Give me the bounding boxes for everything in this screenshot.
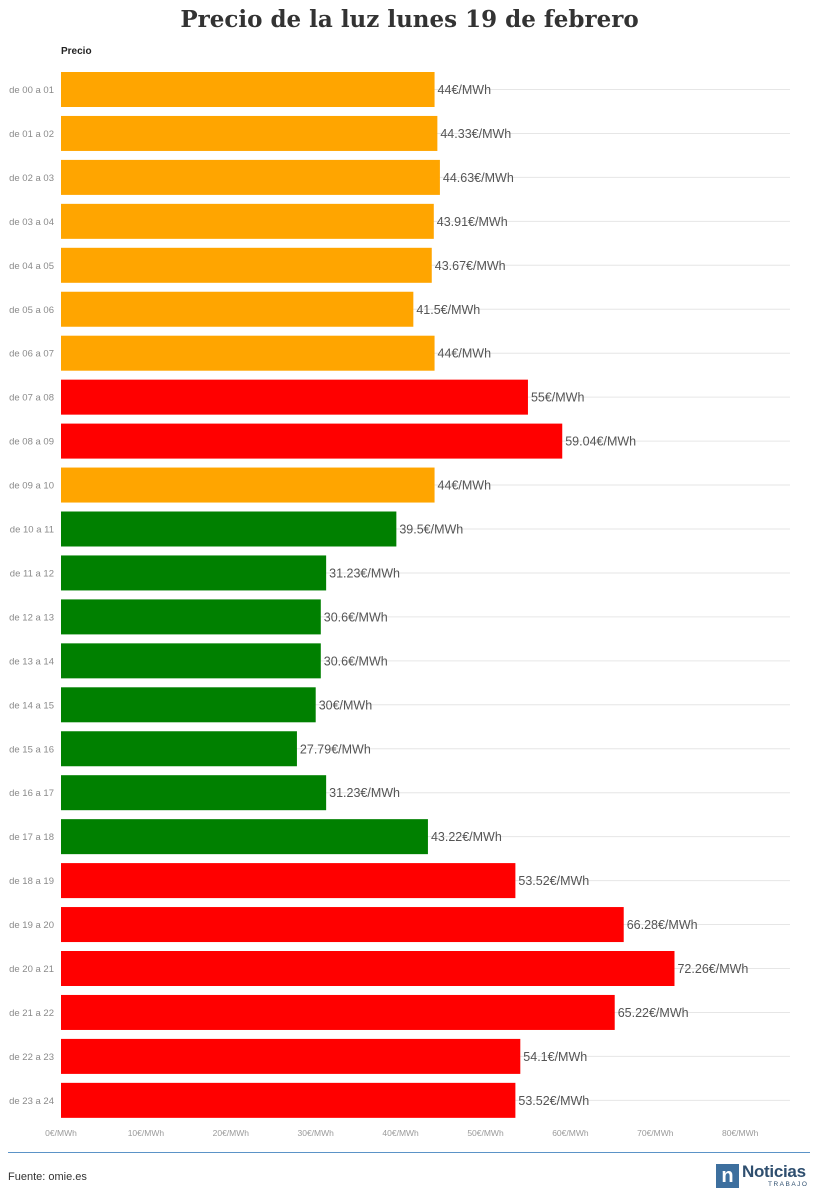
value-label: 44€/MWh [438, 479, 492, 493]
bar [61, 907, 624, 943]
value-label: 30.6€/MWh [324, 654, 388, 668]
value-label: 44€/MWh [438, 83, 492, 97]
bar [61, 159, 440, 195]
value-label: 53.52€/MWh [518, 1094, 589, 1108]
category-label: de 15 a 16 [9, 744, 54, 755]
bar [61, 951, 675, 986]
category-label: de 06 a 07 [9, 349, 54, 360]
logo-mark: n [721, 1165, 734, 1187]
category-label: de 16 a 17 [9, 788, 54, 799]
category-label: de 19 a 20 [9, 920, 54, 931]
value-label: 43.22€/MWh [431, 830, 502, 844]
value-label: 53.52€/MWh [518, 874, 589, 888]
value-label: 44.63€/MWh [443, 171, 514, 185]
value-label: 43.67€/MWh [435, 259, 506, 273]
value-label: 44.33€/MWh [440, 127, 511, 141]
value-label: 54.1€/MWh [523, 1050, 587, 1064]
category-label: de 21 a 22 [9, 1008, 54, 1019]
value-label: 59.04€/MWh [565, 435, 636, 449]
logo-name: Noticias [742, 1162, 806, 1181]
category-label: de 03 a 04 [9, 217, 54, 228]
chart-title: Precio de la luz lunes 19 de febrero [180, 6, 639, 33]
x-tick-label: 40€/MWh [382, 1128, 419, 1138]
bar [61, 863, 516, 899]
value-label: 30€/MWh [319, 698, 373, 712]
bar [61, 247, 432, 283]
bar [61, 379, 528, 415]
value-label: 27.79€/MWh [300, 742, 371, 756]
bar [61, 423, 563, 459]
category-label: de 22 a 23 [9, 1052, 54, 1063]
x-tick-label: 30€/MWh [298, 1128, 335, 1138]
logo-subtitle: TRABAJO [768, 1181, 809, 1188]
value-label: 41.5€/MWh [416, 303, 480, 317]
bar-chart: de 00 a 01 44€/MWh de 01 a 02 44.33€/MWh de … [9, 72, 790, 1138]
category-label: de 08 a 09 [9, 437, 54, 448]
x-tick-label: 50€/MWh [467, 1128, 504, 1138]
category-label: de 10 a 11 [10, 525, 54, 536]
value-label: 66.28€/MWh [627, 918, 698, 932]
category-label: de 00 a 01 [9, 85, 54, 96]
bar [61, 1082, 516, 1118]
value-label: 72.26€/MWh [677, 962, 748, 976]
source-note: Fuente: omie.es [8, 1171, 87, 1183]
logo-mark-box [716, 1164, 739, 1188]
category-label: de 12 a 13 [9, 612, 54, 623]
x-tick-label: 60€/MWh [552, 1128, 589, 1138]
value-label: 31.23€/MWh [329, 786, 400, 800]
category-label: de 04 a 05 [9, 261, 54, 272]
bar [61, 115, 438, 151]
category-label: de 23 a 24 [9, 1096, 54, 1107]
bar [61, 555, 327, 591]
noticias-trabajo-logo: n Noticias TRABAJO [716, 1162, 812, 1190]
category-label: de 17 a 18 [9, 832, 54, 843]
value-label: 44€/MWh [438, 347, 492, 361]
bar [61, 291, 414, 327]
value-label: 31.23€/MWh [329, 566, 400, 580]
category-label: de 13 a 14 [9, 656, 54, 667]
series-label: Precio [61, 46, 92, 57]
footer-divider [8, 1152, 810, 1153]
category-label: de 18 a 19 [9, 876, 54, 887]
bar [61, 72, 435, 107]
category-label: de 09 a 10 [9, 481, 54, 492]
bar [61, 643, 321, 679]
category-label: de 11 a 12 [10, 568, 54, 579]
x-tick-label: 70€/MWh [637, 1128, 674, 1138]
bar [61, 467, 435, 503]
x-tick-label: 10€/MWh [128, 1128, 165, 1138]
category-label: de 05 a 06 [9, 305, 54, 316]
value-label: 43.91€/MWh [437, 215, 508, 229]
value-label: 65.22€/MWh [618, 1006, 689, 1020]
category-label: de 01 a 02 [9, 129, 54, 140]
bar [61, 1038, 521, 1074]
bar [61, 203, 434, 239]
x-tick-label: 80€/MWh [722, 1128, 759, 1138]
value-label: 39.5€/MWh [399, 523, 463, 537]
bar [61, 819, 428, 855]
bar [61, 687, 316, 723]
bar [61, 599, 321, 635]
bar [61, 731, 297, 767]
value-label: 30.6€/MWh [324, 610, 388, 624]
category-label: de 14 a 15 [9, 700, 54, 711]
category-label: de 20 a 21 [9, 964, 54, 975]
bar [61, 511, 397, 547]
x-tick-label: 20€/MWh [213, 1128, 250, 1138]
category-label: de 07 a 08 [9, 393, 54, 404]
bar [61, 775, 327, 811]
value-label: 55€/MWh [531, 391, 585, 405]
bar [61, 335, 435, 371]
bar [61, 994, 615, 1030]
x-tick-label: 0€/MWh [45, 1128, 77, 1138]
category-label: de 02 a 03 [9, 173, 54, 184]
